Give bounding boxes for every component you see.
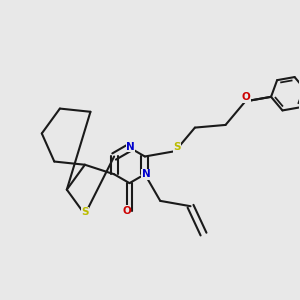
Text: S: S — [81, 207, 88, 218]
Text: N: N — [126, 142, 135, 152]
Text: S: S — [173, 142, 181, 152]
Text: O: O — [122, 206, 131, 216]
Text: N: N — [142, 169, 150, 179]
Text: O: O — [242, 92, 251, 102]
Text: S: S — [173, 142, 181, 152]
Text: O: O — [122, 206, 131, 216]
Text: N: N — [142, 169, 150, 179]
Text: O: O — [242, 92, 251, 102]
Text: S: S — [81, 207, 88, 218]
Text: N: N — [126, 142, 135, 152]
